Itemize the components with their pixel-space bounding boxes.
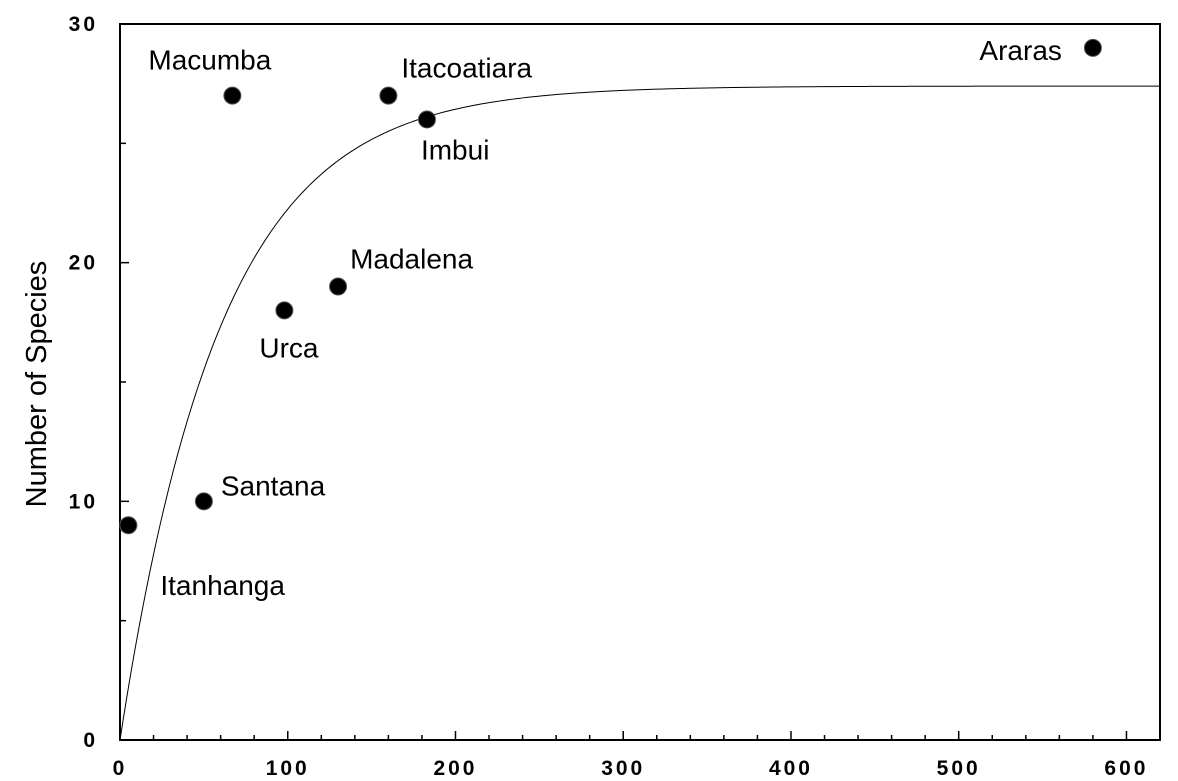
point-label: Madalena [350, 244, 473, 275]
data-point [329, 277, 348, 296]
axis-ticks [119, 23, 1161, 741]
data-point [223, 86, 242, 105]
point-label: Macumba [148, 45, 271, 76]
data-point [1083, 38, 1102, 57]
point-label: Araras [979, 35, 1061, 66]
plot-frame [119, 23, 1161, 741]
fit-curve [119, 85, 1160, 741]
data-point-labels: Itanhanga Santana Macumba Urca Madalena Itaco… [148, 35, 1062, 601]
x-tick-label: 0 [113, 757, 128, 780]
point-label: Santana [221, 470, 326, 501]
data-point [275, 301, 294, 320]
x-tick-label: 200 [433, 757, 477, 780]
y-tick-label: 0 [83, 729, 98, 752]
data-point [194, 492, 213, 511]
y-axis-title: Number of Species [21, 261, 53, 508]
x-tick-label: 500 [937, 757, 981, 780]
point-label: Imbui [421, 134, 489, 165]
y-tick-label: 30 [69, 13, 98, 36]
x-tick-label: 600 [1104, 757, 1148, 780]
x-tick-label: 100 [266, 757, 310, 780]
x-tick-label: 300 [601, 757, 645, 780]
point-label: Urca [259, 332, 319, 363]
data-point [417, 110, 436, 129]
axis-tick-labels: 0 100 200 300 400 500 600 0 10 20 30 [69, 13, 1148, 780]
y-tick-label: 10 [69, 490, 98, 513]
data-points [119, 38, 1102, 535]
y-tick-label: 20 [69, 252, 98, 275]
point-label: Itacoatiara [401, 53, 532, 84]
x-tick-label: 400 [769, 757, 813, 780]
point-label: Itanhanga [160, 570, 285, 601]
data-point [119, 516, 138, 535]
plot-border [119, 23, 1161, 741]
data-point [379, 86, 398, 105]
